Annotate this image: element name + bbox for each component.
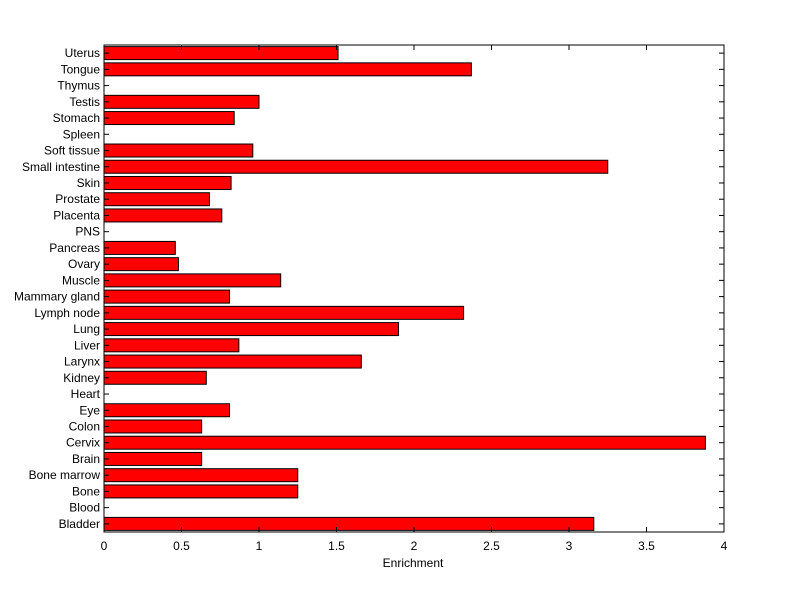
bar-testis [103,94,260,109]
y-tick-label: Heart [71,387,101,401]
y-tick-label: Larynx [64,355,100,369]
bar-prostate [103,192,210,207]
plot-area [103,44,725,533]
y-tick-label: Bladder [59,517,100,531]
bar-skin [103,175,232,190]
x-tick-label: 0 [101,539,108,553]
y-tick-label: Ovary [68,257,100,271]
y-tick-label: Thymus [57,79,100,93]
y-tick-label: Lymph node [34,306,100,320]
y-tick-label: Small intestine [22,160,100,174]
bar-liver [103,338,240,353]
y-tick-label: Colon [69,419,100,433]
bar-small-intestine [103,159,609,174]
y-tick-label: Blood [69,501,100,515]
x-tick-label: 0.5 [173,539,190,553]
bar-mammary-gland [103,289,231,304]
bar-larynx [103,354,362,369]
y-tick-label: PNS [75,225,100,239]
bar-kidney [103,370,207,385]
bar-placenta [103,208,223,223]
bar-lymph-node [103,305,465,320]
y-tick-label: Uterus [65,46,100,60]
y-tick-label: Prostate [55,192,100,206]
bar-bladder [103,516,595,531]
y-tick-label: Stomach [53,111,100,125]
y-tick-label: Bone [72,484,100,498]
y-tick-label: Skin [77,176,100,190]
x-tick-label: 3.5 [638,539,655,553]
x-tick-label: 2.5 [483,539,500,553]
y-tick-label: Kidney [63,371,100,385]
bar-muscle [103,273,282,288]
bar-bone-marrow [103,468,299,483]
x-axis: 0 0.5 1 1.5 2 2.5 3 3.5 4 [101,45,728,553]
y-tick-label: Testis [69,95,100,109]
y-axis: Uterus Tongue Thymus Testis Stomach Spleen Sof… [14,46,724,531]
bar-pancreas [103,240,176,255]
bar-uterus [103,46,339,61]
bar-eye [103,403,231,418]
y-tick-label: Liver [74,338,100,352]
bars-group [103,46,706,531]
bar-tongue [103,62,472,77]
y-tick-label: Tongue [61,62,101,76]
y-tick-label: Bone marrow [29,468,101,482]
y-tick-label: Spleen [63,127,100,141]
y-tick-label: Pancreas [49,241,100,255]
x-tick-label: 1.5 [328,539,345,553]
x-tick-label: 2 [411,539,418,553]
bar-cervix [103,435,706,450]
bar-bone [103,484,299,499]
y-tick-label: Soft tissue [44,144,100,158]
y-tick-label: Muscle [62,273,100,287]
bar-soft-tissue [103,143,254,158]
bar-ovary [103,257,179,272]
y-tick-label: Placenta [53,208,100,222]
x-tick-label: 3 [566,539,573,553]
y-tick-label: Eye [79,403,100,417]
x-axis-label: Enrichment [383,556,444,570]
bar-lung [103,322,399,337]
y-tick-label: Lung [73,322,100,336]
y-tick-label: Mammary gland [14,290,100,304]
bar-brain [103,451,203,466]
x-tick-label: 1 [256,539,263,553]
y-tick-label: Cervix [66,436,100,450]
x-tick-label: 4 [721,539,728,553]
bar-stomach [103,111,235,126]
bar-colon [103,419,203,434]
y-tick-label: Brain [72,452,100,466]
